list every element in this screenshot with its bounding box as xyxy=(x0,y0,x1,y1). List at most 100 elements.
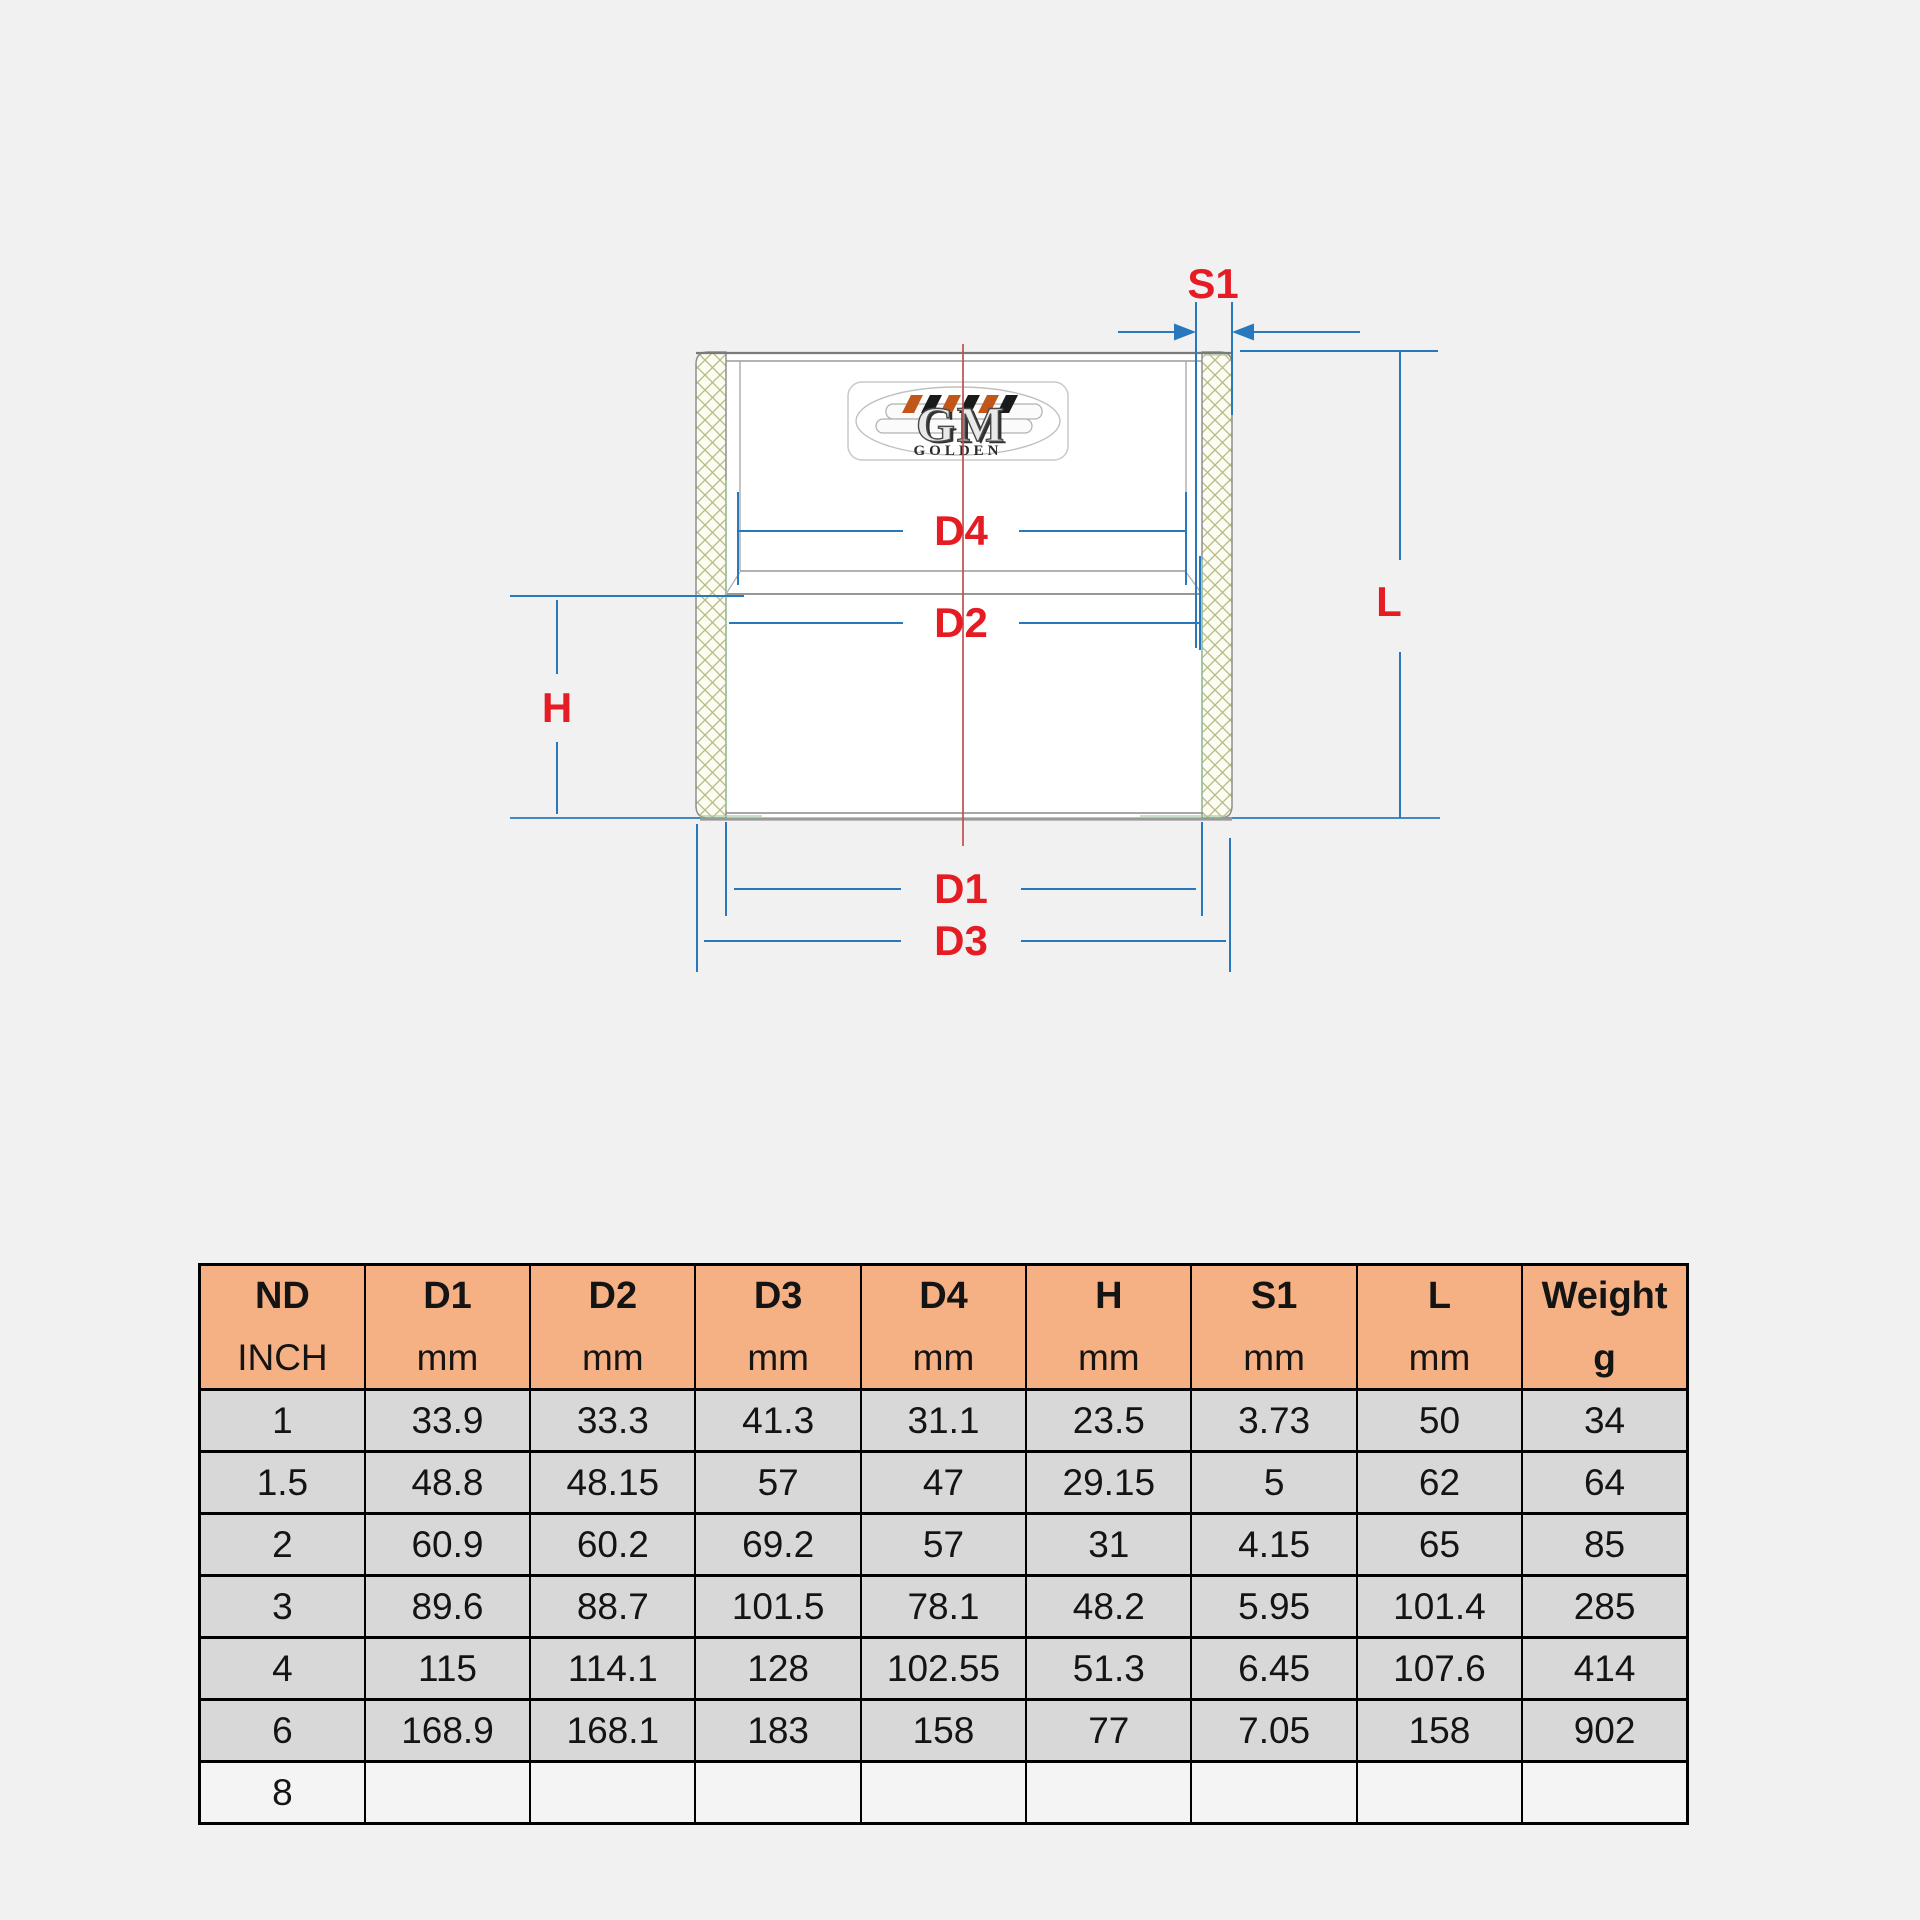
cell-h xyxy=(1025,1760,1193,1825)
cell-weight: 34 xyxy=(1521,1388,1689,1453)
column-label: H xyxy=(1025,1263,1193,1327)
logo-brand-text: GM xyxy=(916,396,1006,452)
dim-d3 xyxy=(696,824,1231,972)
cell-d4: 102.55 xyxy=(859,1636,1028,1701)
header-labels-row: ND D1 D2 D3 D4 H S1 L Weight xyxy=(198,1263,1689,1327)
cell-d1: 89.6 xyxy=(363,1574,532,1639)
coupling-dimension-diagram: GM GM GOLDEN xyxy=(510,260,1440,972)
column-unit: mm xyxy=(694,1327,862,1391)
cell-s1: 5 xyxy=(1190,1450,1358,1515)
cell-weight: 902 xyxy=(1521,1698,1689,1763)
cell-l: 62 xyxy=(1355,1450,1524,1515)
cell-d1: 168.9 xyxy=(363,1698,532,1763)
column-label: D1 xyxy=(363,1263,532,1327)
dim-l xyxy=(1240,350,1438,818)
cell-d1: 115 xyxy=(363,1636,532,1701)
column-label: S1 xyxy=(1190,1263,1358,1327)
column-label: D3 xyxy=(694,1263,862,1327)
cell-nd: 8 xyxy=(198,1760,366,1825)
cell-nd: 4 xyxy=(198,1636,366,1701)
logo-stripes xyxy=(902,395,1018,413)
table-row: 4 115 114.1 128 102.55 51.3 6.45 107.6 4… xyxy=(198,1636,1689,1701)
cell-nd: 6 xyxy=(198,1698,366,1763)
cell-h: 51.3 xyxy=(1025,1636,1193,1701)
cell-s1: 3.73 xyxy=(1190,1388,1358,1453)
logo-pipe-lower xyxy=(875,418,1033,434)
column-label: D2 xyxy=(529,1263,697,1327)
dim-d2 xyxy=(729,556,1201,650)
dim-s1 xyxy=(1118,302,1360,648)
header-units-row: INCH mm mm mm mm mm mm mm g xyxy=(198,1327,1689,1391)
cell-d3 xyxy=(694,1760,862,1825)
column-label: L xyxy=(1355,1263,1524,1327)
cell-d4 xyxy=(859,1760,1028,1825)
table-row: 2 60.9 60.2 69.2 57 31 4.15 65 85 xyxy=(198,1512,1689,1577)
cell-s1: 5.95 xyxy=(1190,1574,1358,1639)
cell-d2: 114.1 xyxy=(529,1636,697,1701)
logo-subtitle-text: GOLDEN xyxy=(913,443,1002,459)
column-label: Weight xyxy=(1521,1263,1689,1327)
cell-nd: 2 xyxy=(198,1512,366,1577)
dim-h xyxy=(510,595,744,814)
cell-d1: 48.8 xyxy=(363,1450,532,1515)
cell-h: 23.5 xyxy=(1025,1388,1193,1453)
label-d1: D1 xyxy=(934,865,988,912)
cell-nd: 1.5 xyxy=(198,1450,366,1515)
right-wall-hatched xyxy=(1201,351,1233,819)
table-row: 1.5 48.8 48.15 57 47 29.15 5 62 64 xyxy=(198,1450,1689,1515)
column-unit: INCH xyxy=(198,1327,366,1391)
cell-d2: 60.2 xyxy=(529,1512,697,1577)
cell-d3: 41.3 xyxy=(694,1388,862,1453)
cell-d2: 168.1 xyxy=(529,1698,697,1763)
cell-h: 48.2 xyxy=(1025,1574,1193,1639)
cell-d2: 88.7 xyxy=(529,1574,697,1639)
cell-s1 xyxy=(1190,1760,1358,1825)
spec-table: ND D1 D2 D3 D4 H S1 L Weight INCH mm mm mm mm mm mm mm g… xyxy=(198,1263,1689,1825)
column-label: D4 xyxy=(859,1263,1028,1327)
cell-d3: 183 xyxy=(694,1698,862,1763)
cell-d1: 33.9 xyxy=(363,1388,532,1453)
column-unit: mm xyxy=(363,1327,532,1391)
logo-ellipse xyxy=(855,386,1061,456)
cell-d1: 60.9 xyxy=(363,1512,532,1577)
cell-d4: 57 xyxy=(859,1512,1028,1577)
spec-table-container: ND D1 D2 D3 D4 H S1 L Weight INCH mm mm mm mm mm mm mm g… xyxy=(198,1263,1689,1825)
cell-h: 77 xyxy=(1025,1698,1193,1763)
column-unit: mm xyxy=(859,1327,1028,1391)
cell-d4: 31.1 xyxy=(859,1388,1028,1453)
cell-d3: 69.2 xyxy=(694,1512,862,1577)
dim-d4 xyxy=(737,492,1187,585)
cell-d2: 33.3 xyxy=(529,1388,697,1453)
cell-d3: 128 xyxy=(694,1636,862,1701)
cell-weight xyxy=(1521,1760,1689,1825)
s1-arrow-left-icon xyxy=(1232,323,1254,341)
cell-d2 xyxy=(529,1760,697,1825)
cell-nd: 3 xyxy=(198,1574,366,1639)
cell-l: 107.6 xyxy=(1355,1636,1524,1701)
cell-l: 101.4 xyxy=(1355,1574,1524,1639)
spec-table-header: ND D1 D2 D3 D4 H S1 L Weight INCH mm mm mm mm mm mm mm g xyxy=(198,1263,1689,1391)
cell-l xyxy=(1355,1760,1524,1825)
table-row: 8 xyxy=(198,1760,1689,1825)
cell-s1: 7.05 xyxy=(1190,1698,1358,1763)
cell-d4: 78.1 xyxy=(859,1574,1028,1639)
cell-h: 29.15 xyxy=(1025,1450,1193,1515)
label-s1: S1 xyxy=(1187,260,1238,307)
s1-arrow-right-icon xyxy=(1174,323,1196,341)
cell-l: 158 xyxy=(1355,1698,1524,1763)
cell-d2: 48.15 xyxy=(529,1450,697,1515)
label-l: L xyxy=(1376,578,1402,625)
cell-d4: 47 xyxy=(859,1450,1028,1515)
cell-h: 31 xyxy=(1025,1512,1193,1577)
spec-table-body: 1 33.9 33.3 41.3 31.1 23.5 3.73 50 34 1.… xyxy=(198,1388,1689,1825)
cell-s1: 4.15 xyxy=(1190,1512,1358,1577)
cell-weight: 414 xyxy=(1521,1636,1689,1701)
cell-l: 65 xyxy=(1355,1512,1524,1577)
label-h: H xyxy=(542,684,572,731)
cell-weight: 285 xyxy=(1521,1574,1689,1639)
cell-d3: 101.5 xyxy=(694,1574,862,1639)
label-d3: D3 xyxy=(934,917,988,964)
cell-nd: 1 xyxy=(198,1388,366,1453)
cell-weight: 85 xyxy=(1521,1512,1689,1577)
column-unit: mm xyxy=(1190,1327,1358,1391)
